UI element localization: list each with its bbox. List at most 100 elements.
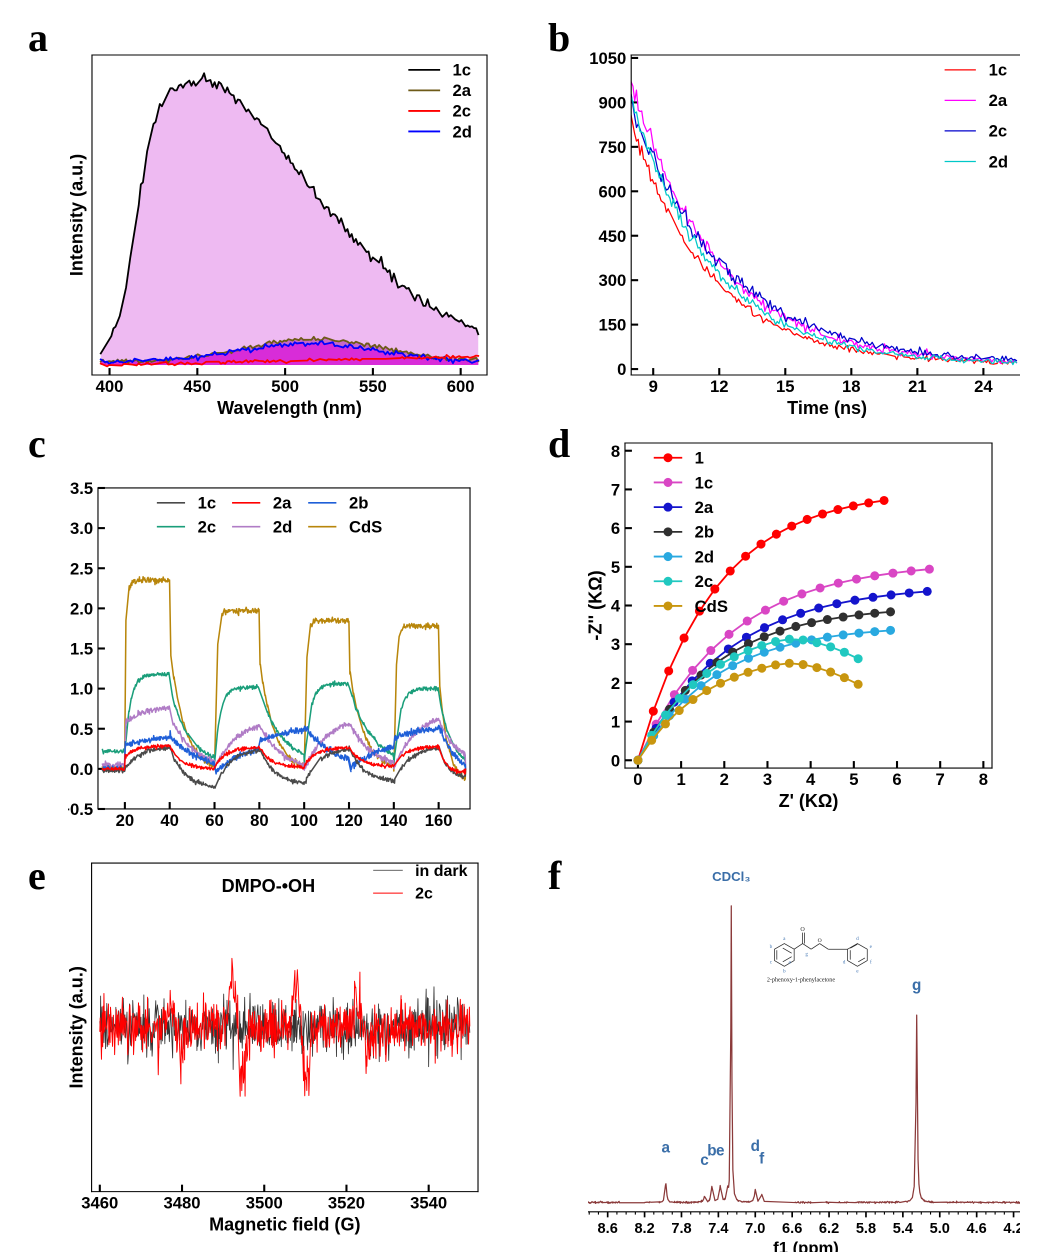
svg-text:b: b [770,944,773,950]
svg-text:7.4: 7.4 [708,1221,729,1237]
svg-text:2a: 2a [453,81,472,100]
svg-text:8: 8 [979,770,988,789]
svg-text:500: 500 [271,377,299,396]
svg-text:Time (ns): Time (ns) [787,398,867,418]
svg-text:3480: 3480 [163,1194,200,1213]
svg-text:15: 15 [776,377,795,396]
svg-text:1c: 1c [453,61,472,80]
svg-text:2.0: 2.0 [70,599,93,618]
svg-text:e: e [870,944,873,950]
svg-text:2a: 2a [695,498,714,517]
svg-text:DMPO-•OH: DMPO-•OH [222,876,316,896]
svg-text:8.2: 8.2 [634,1221,654,1237]
svg-text:2c: 2c [989,122,1008,141]
svg-text:a: a [783,936,786,942]
svg-text:1: 1 [676,770,685,789]
svg-text:f1 (ppm): f1 (ppm) [773,1238,839,1252]
svg-text:0: 0 [633,770,642,789]
svg-text:8: 8 [611,442,620,461]
svg-text:150: 150 [599,316,627,335]
svg-text:CdS: CdS [695,597,728,616]
svg-text:140: 140 [380,811,408,829]
svg-text:d: d [856,936,859,942]
svg-text:3520: 3520 [328,1194,365,1213]
svg-text:e: e [856,968,859,974]
svg-text:e: e [716,1143,725,1160]
svg-text:6.6: 6.6 [782,1221,802,1237]
svg-text:Wavelength (nm): Wavelength (nm) [217,398,362,418]
svg-text:7: 7 [936,770,945,789]
svg-text:O: O [800,927,805,933]
svg-text:9: 9 [649,377,658,396]
svg-text:20: 20 [116,811,135,829]
svg-text:400: 400 [96,377,124,396]
svg-text:2b: 2b [695,523,714,542]
svg-text:600: 600 [447,377,475,396]
svg-text:4.2: 4.2 [1003,1221,1020,1237]
svg-text:2d: 2d [989,152,1008,171]
svg-text:5.8: 5.8 [856,1221,876,1237]
svg-text:5.0: 5.0 [930,1221,950,1237]
svg-text:2d: 2d [273,518,292,537]
svg-text:2c: 2c [695,572,714,591]
svg-text:in dark: in dark [415,863,467,880]
svg-text:2: 2 [720,770,729,789]
svg-text:3.5: 3.5 [70,479,93,498]
svg-text:1c: 1c [198,494,217,513]
svg-text:4.6: 4.6 [967,1221,987,1237]
svg-text:2b: 2b [349,494,368,513]
svg-text:Z' (KΩ): Z' (KΩ) [779,791,839,811]
svg-text:3540: 3540 [410,1194,447,1213]
svg-text:450: 450 [599,227,627,246]
svg-text:12: 12 [710,377,729,396]
svg-text:900: 900 [599,93,627,112]
svg-text:0.0: 0.0 [70,760,93,779]
svg-text:21: 21 [908,377,927,396]
svg-text:f: f [759,1150,765,1167]
svg-text:5: 5 [611,558,620,577]
svg-text:2c: 2c [453,102,472,121]
svg-text:8.6: 8.6 [598,1221,618,1237]
svg-text:4: 4 [806,770,816,789]
svg-text:6: 6 [892,770,901,789]
svg-text:d: d [843,959,846,965]
svg-text:Intensity (a.u.): Intensity (a.u.) [70,154,87,276]
svg-text:2d: 2d [695,547,714,566]
svg-text:2c: 2c [198,518,217,537]
svg-text:O: O [818,938,822,944]
svg-text:750: 750 [599,138,627,157]
svg-text:1050: 1050 [589,49,626,68]
svg-text:f: f [870,958,872,965]
svg-text:100: 100 [290,811,318,829]
svg-text:5: 5 [849,770,858,789]
svg-text:1: 1 [695,449,704,468]
svg-text:-Z'' (KΩ): -Z'' (KΩ) [588,570,606,640]
svg-text:a: a [662,1139,671,1156]
svg-text:g: g [912,977,921,994]
svg-text:Magnetic field (G): Magnetic field (G) [209,1215,360,1235]
svg-text:120: 120 [335,811,363,829]
svg-text:Intensity (a.u.): Intensity (a.u.) [68,966,86,1088]
svg-text:0: 0 [611,751,620,770]
svg-text:450: 450 [183,377,211,396]
svg-text:−0.5: −0.5 [68,800,93,819]
svg-text:4: 4 [611,597,621,616]
svg-text:5.4: 5.4 [893,1221,914,1237]
svg-text:600: 600 [599,182,627,201]
svg-text:3500: 3500 [246,1194,283,1213]
svg-text:60: 60 [205,811,224,829]
svg-text:7.0: 7.0 [745,1221,765,1237]
svg-text:2-phenoxy-1-phenylacetone: 2-phenoxy-1-phenylacetone [767,977,835,983]
svg-text:b: b [783,968,786,974]
svg-text:2d: 2d [453,122,472,141]
svg-text:80: 80 [250,811,269,829]
svg-text:2a: 2a [273,494,292,513]
svg-text:CDCl₃: CDCl₃ [712,869,750,884]
svg-text:0: 0 [617,360,626,379]
svg-text:160: 160 [425,811,453,829]
svg-text:3.0: 3.0 [70,519,93,538]
svg-text:40: 40 [160,811,179,829]
svg-text:550: 550 [359,377,387,396]
svg-text:3: 3 [611,635,620,654]
svg-text:6.2: 6.2 [819,1221,839,1237]
